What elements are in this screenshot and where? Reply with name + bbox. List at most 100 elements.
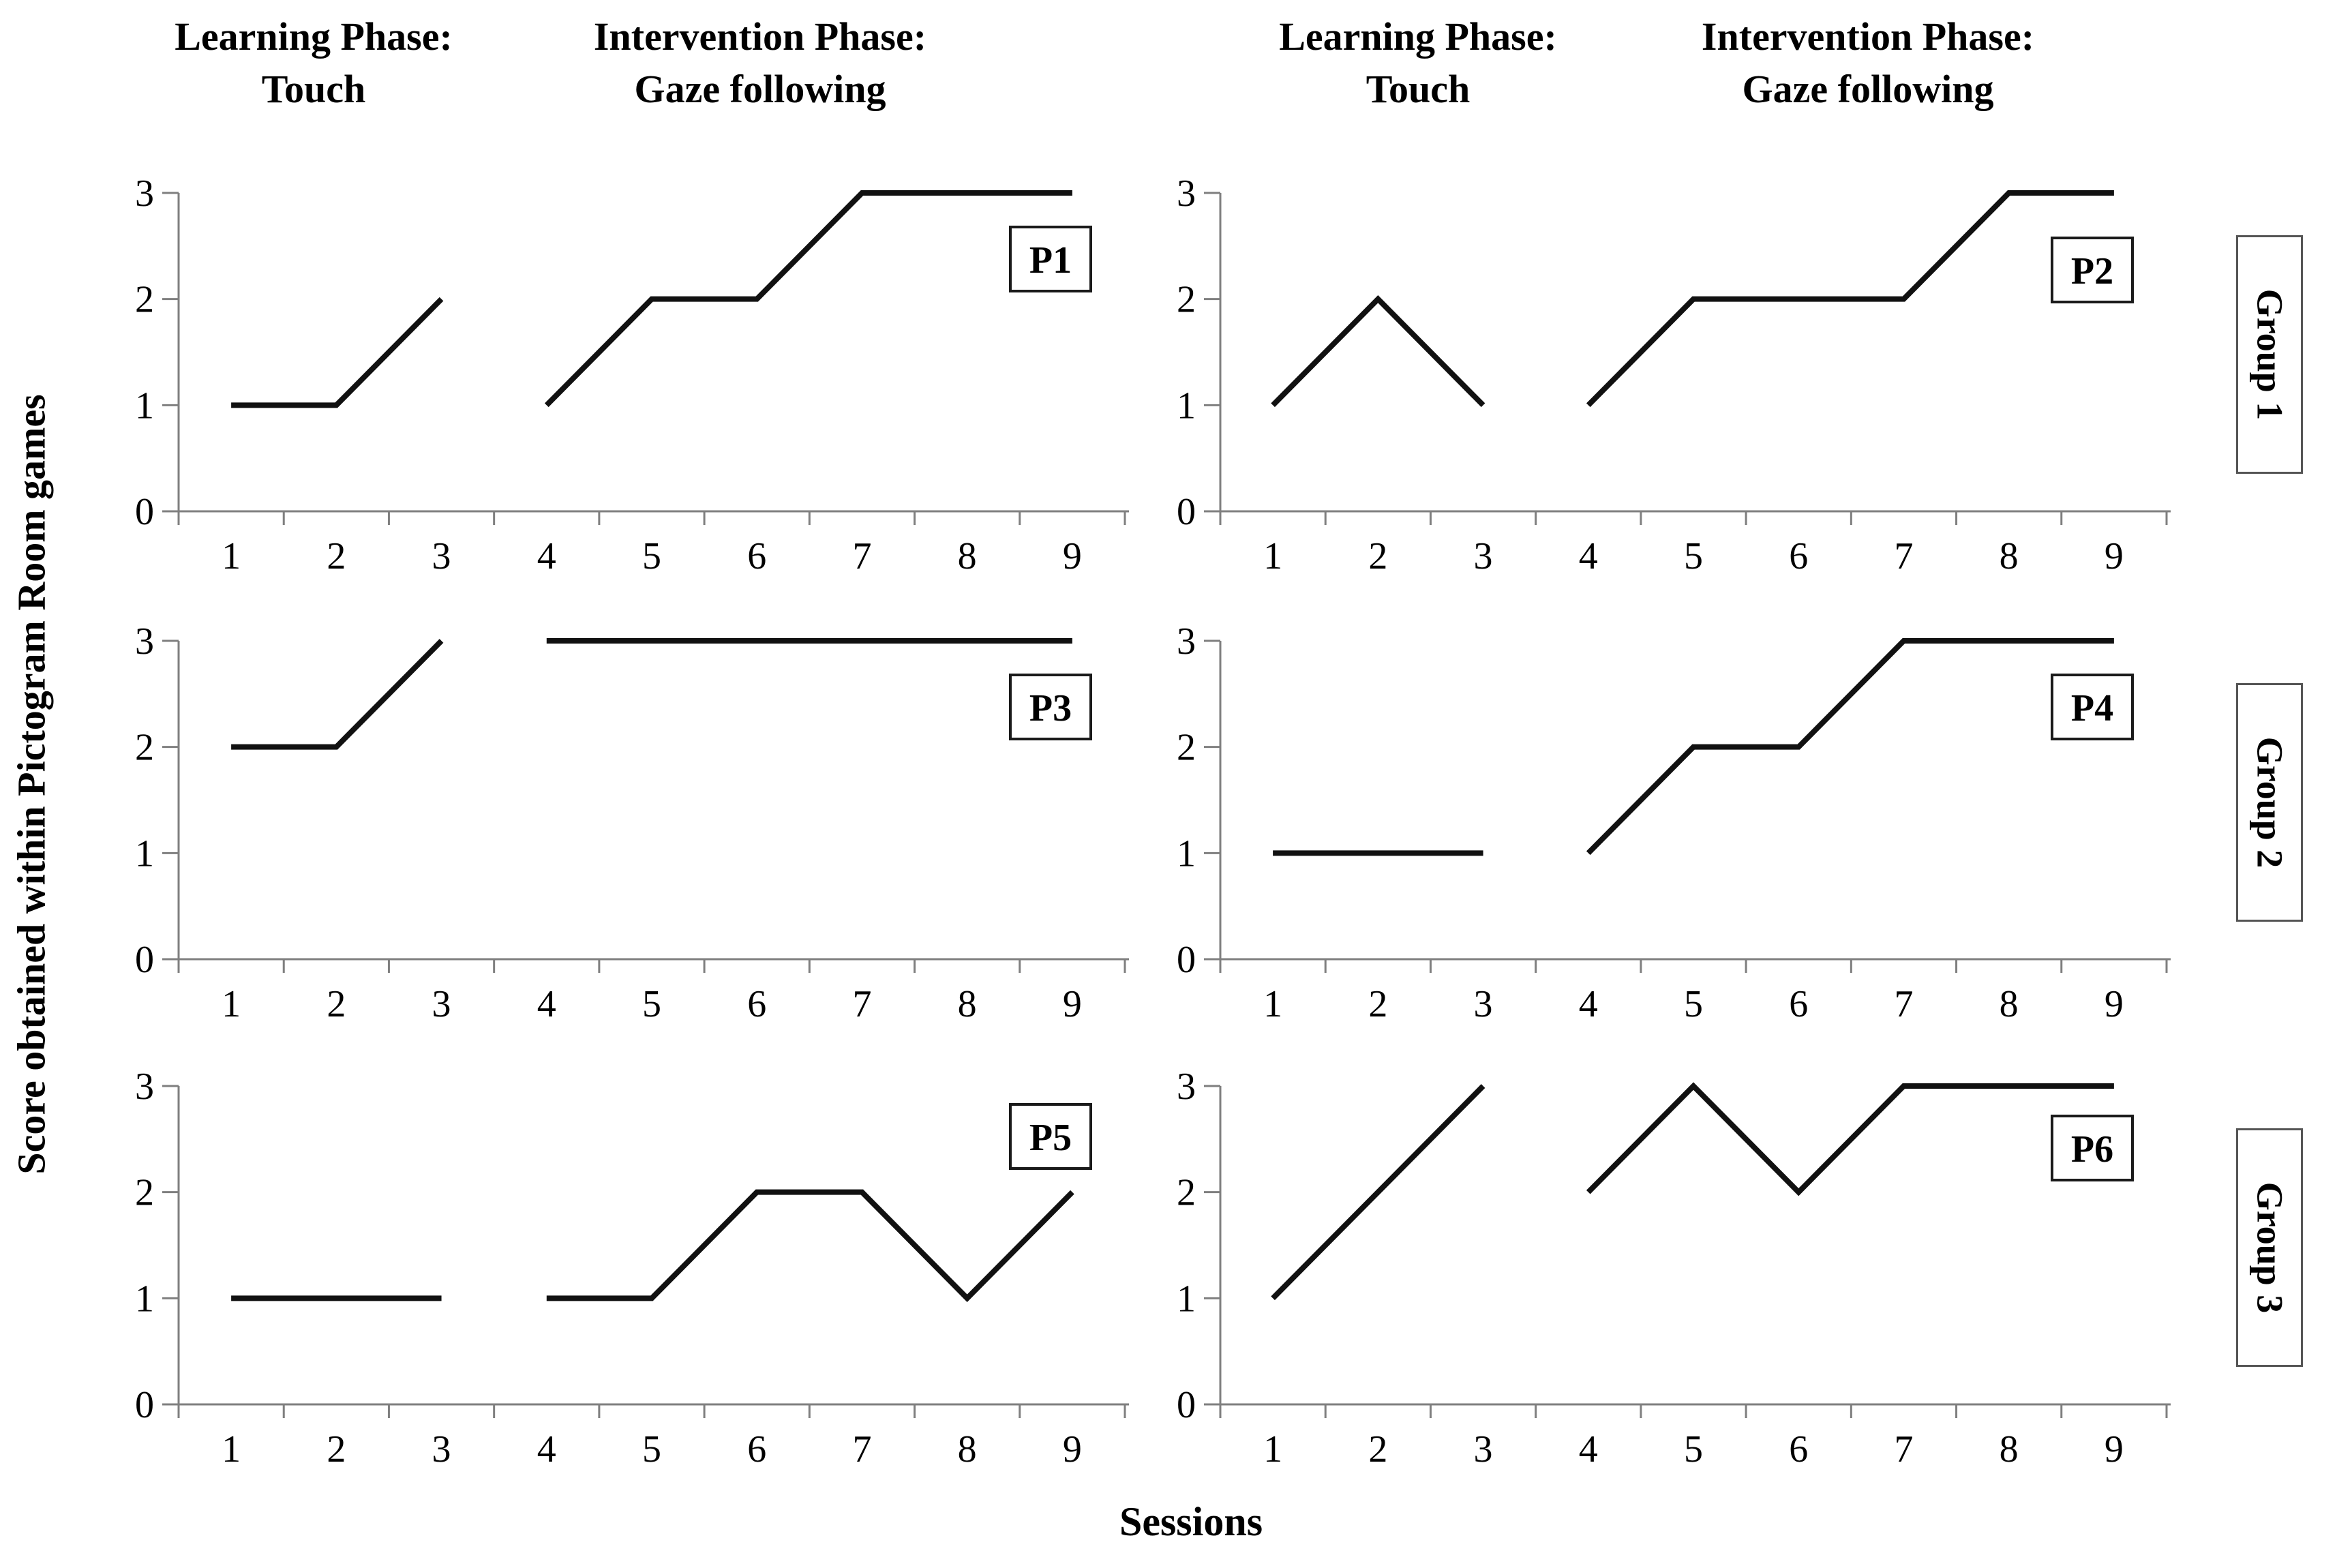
participant-label: P2 xyxy=(2071,250,2113,292)
x-tick-label: 1 xyxy=(222,1428,241,1471)
participant-label-box xyxy=(1009,1103,1092,1170)
x-tick-label: 7 xyxy=(852,983,871,1025)
y-tick-label: 3 xyxy=(135,620,154,663)
x-tick-label: 2 xyxy=(1368,535,1387,577)
x-tick-label: 7 xyxy=(852,535,871,577)
phase-header-line1: Intervention Phase: xyxy=(1701,14,2035,59)
x-tick-label: 8 xyxy=(958,983,977,1025)
participant-label: P3 xyxy=(1029,687,1072,729)
y-tick-label: 3 xyxy=(1177,1066,1196,1108)
y-tick-label: 1 xyxy=(1177,832,1196,875)
x-tick-label: 4 xyxy=(1579,535,1598,577)
chart-svg-p2: 0 1 2 3 1 2 3 4 5 6 7 8 9 P2 xyxy=(1177,172,2171,577)
x-tick-label: 4 xyxy=(537,983,556,1025)
y-axis-title: Score obtained within Pictogram Room gam… xyxy=(4,382,59,1186)
x-tick-label: 9 xyxy=(2105,535,2124,577)
phase-header-line1: Learning Phase: xyxy=(1279,14,1557,59)
x-tick-label: 3 xyxy=(1474,1428,1493,1471)
phase-header-learning-left: Learning Phase: Touch xyxy=(48,11,579,115)
participant-label-box xyxy=(2051,237,2134,303)
group-label-box-2: Group 2 xyxy=(2236,682,2303,922)
y-tick-label: 1 xyxy=(1177,385,1196,427)
x-tick-label: 7 xyxy=(1894,535,1913,577)
x-tick-label: 8 xyxy=(2000,1428,2019,1471)
participant-label: P6 xyxy=(2071,1128,2113,1171)
x-tick-label: 5 xyxy=(1684,535,1703,577)
x-tick-label: 9 xyxy=(1063,983,1082,1025)
x-tick-label: 6 xyxy=(1789,983,1808,1025)
x-tick-label: 3 xyxy=(1474,983,1493,1025)
series-line xyxy=(1586,1082,2114,1196)
x-tick-label: 2 xyxy=(327,983,346,1025)
y-tick-label: 2 xyxy=(135,1172,154,1214)
y-tick-label: 1 xyxy=(135,1278,154,1320)
x-tick-label: 7 xyxy=(1894,1428,1913,1471)
x-tick-label: 9 xyxy=(1063,1428,1082,1471)
y-tick-label: 3 xyxy=(135,1066,154,1108)
x-tick-label: 4 xyxy=(537,535,556,577)
series-line xyxy=(1586,190,2114,408)
x-tick-label: 3 xyxy=(432,983,451,1025)
participant-label-box xyxy=(2051,1115,2134,1181)
x-tick-label: 1 xyxy=(222,535,241,577)
x-tick-label: 5 xyxy=(1684,983,1703,1025)
y-tick-label: 0 xyxy=(1177,939,1196,981)
x-tick-label: 8 xyxy=(958,535,977,577)
y-tick-label: 0 xyxy=(1177,491,1196,533)
x-tick-label: 7 xyxy=(852,1428,871,1471)
series-line xyxy=(231,639,444,750)
x-tick-label: 6 xyxy=(1789,535,1808,577)
group-label-text: Group 2 xyxy=(2249,736,2290,868)
chart-panel-p2: 0 1 2 3 1 2 3 4 5 6 7 8 9 P2 xyxy=(1125,166,2194,624)
y-tick-label: 2 xyxy=(1177,1172,1196,1214)
x-tick-label: 4 xyxy=(537,1428,556,1471)
x-tick-label: 1 xyxy=(1263,983,1282,1025)
x-tick-label: 8 xyxy=(2000,535,2019,577)
x-tick-label: 8 xyxy=(2000,983,2019,1025)
chart-panel-p5: 0 1 2 3 1 2 3 4 5 6 7 8 9 P5 xyxy=(83,1059,1152,1517)
participant-label: P1 xyxy=(1029,239,1072,282)
x-tick-label: 5 xyxy=(642,535,661,577)
x-tick-label: 6 xyxy=(747,535,766,577)
x-tick-label: 3 xyxy=(432,535,451,577)
chart-panel-p4: 0 1 2 3 1 2 3 4 5 6 7 8 9 P4 xyxy=(1125,614,2194,1072)
phase-header-intervention-left: Intervention Phase: Gaze following xyxy=(494,11,1026,115)
participant-label-box xyxy=(1009,226,1092,292)
x-tick-label: 8 xyxy=(958,1428,977,1471)
group-label-text: Group 1 xyxy=(2249,288,2290,420)
chart-svg-p6: 0 1 2 3 1 2 3 4 5 6 7 8 9 P6 xyxy=(1177,1066,2171,1471)
series-line xyxy=(546,1189,1074,1303)
y-tick-label: 2 xyxy=(1177,279,1196,321)
phase-header-line2: Touch xyxy=(261,66,366,111)
x-tick-label: 2 xyxy=(327,1428,346,1471)
y-tick-label: 1 xyxy=(135,385,154,427)
phase-header-line1: Intervention Phase: xyxy=(593,14,927,59)
series-line xyxy=(1271,1084,1486,1301)
y-tick-label: 3 xyxy=(1177,620,1196,663)
chart-svg-p4: 0 1 2 3 1 2 3 4 5 6 7 8 9 P4 xyxy=(1177,620,2171,1025)
chart-svg-p1: 0 1 2 3 1 2 3 4 5 6 7 8 9 P1 xyxy=(135,172,1129,577)
participant-label-box xyxy=(2051,674,2134,740)
x-tick-label: 9 xyxy=(2105,983,2124,1025)
x-tick-label: 7 xyxy=(1894,983,1913,1025)
x-tick-label: 2 xyxy=(327,535,346,577)
x-tick-label: 9 xyxy=(1063,535,1082,577)
x-tick-label: 1 xyxy=(1263,535,1282,577)
x-tick-label: 6 xyxy=(747,1428,766,1471)
phase-header-line2: Gaze following xyxy=(634,66,886,111)
series-line xyxy=(1271,295,1486,408)
x-tick-label: 3 xyxy=(432,1428,451,1471)
chart-panel-p1: 0 1 2 3 1 2 3 4 5 6 7 8 9 P1 xyxy=(83,166,1152,624)
y-tick-label: 1 xyxy=(135,832,154,875)
y-tick-label: 2 xyxy=(135,279,154,321)
participant-label-box xyxy=(1009,674,1092,740)
x-axis-title: Sessions xyxy=(1119,1499,1263,1544)
y-tick-label: 0 xyxy=(1177,1384,1196,1426)
chart-panel-p6: 0 1 2 3 1 2 3 4 5 6 7 8 9 P6 xyxy=(1125,1059,2194,1517)
phase-header-line2: Touch xyxy=(1366,66,1471,111)
x-tick-label: 6 xyxy=(1789,1428,1808,1471)
x-tick-label: 4 xyxy=(1579,983,1598,1025)
x-tick-label: 2 xyxy=(1368,983,1387,1025)
group-label-box-3: Group 3 xyxy=(2236,1128,2303,1367)
series-line xyxy=(1586,638,2114,856)
